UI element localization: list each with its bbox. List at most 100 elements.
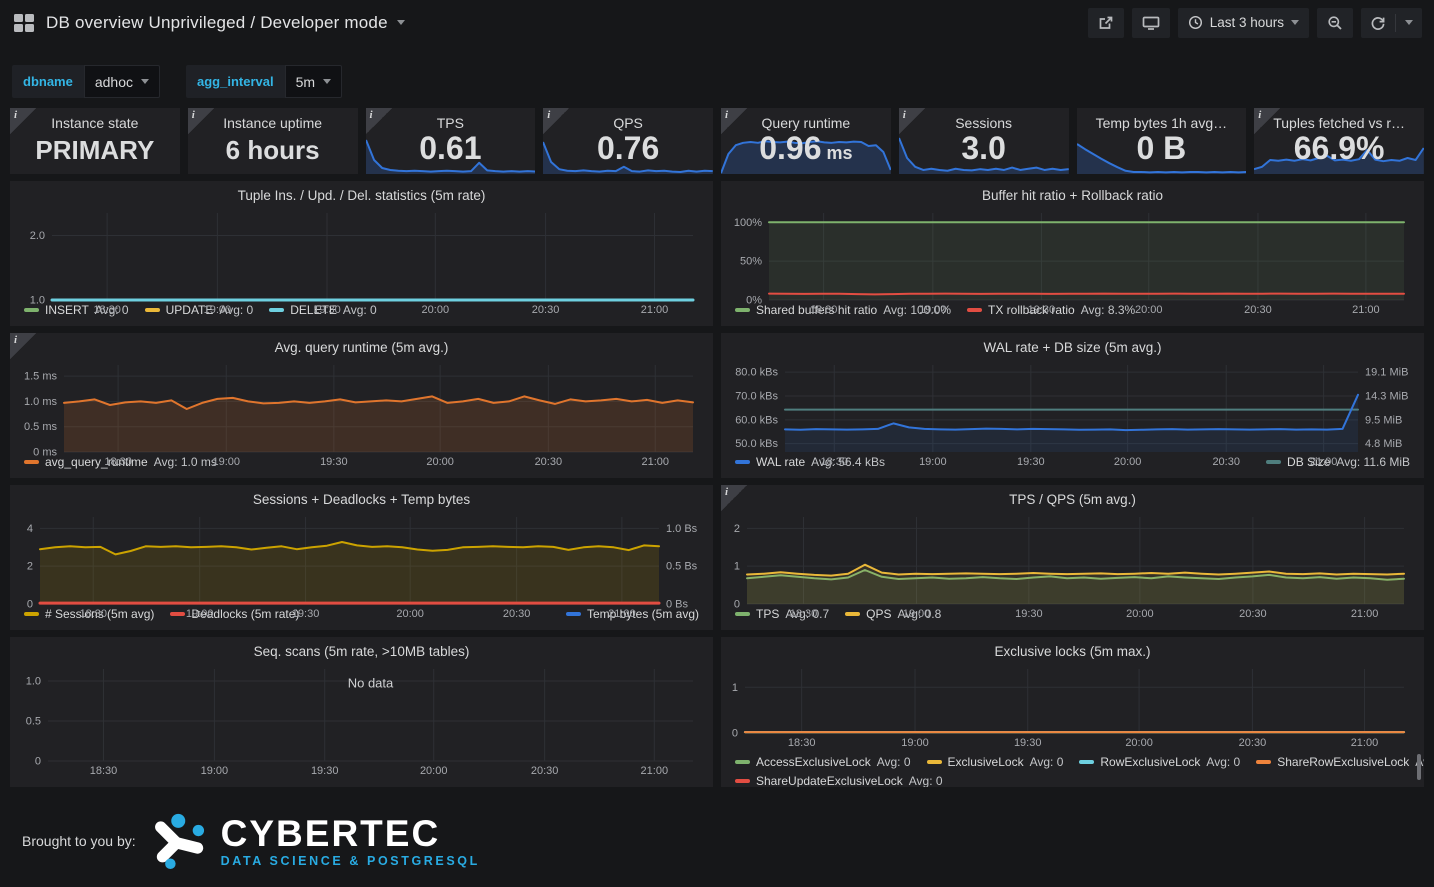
info-icon[interactable]: i: [187, 108, 214, 134]
legend-scrollbar[interactable]: [1417, 754, 1421, 780]
panel-title[interactable]: Tuple Ins. / Upd. / Del. statistics (5m …: [237, 188, 486, 203]
tv-mode-button[interactable]: [1131, 7, 1170, 38]
panel-sessions-deadlocks-temp: Sessions + Deadlocks + Temp bytes 18:30 1…: [10, 485, 713, 630]
legend-swatch: [926, 759, 942, 764]
info-icon[interactable]: i: [721, 485, 747, 511]
chevron-down-icon: [141, 79, 149, 84]
legend-swatch: [735, 611, 750, 616]
info-icon[interactable]: i: [10, 108, 36, 134]
variable-agg-interval-value[interactable]: 5m: [284, 65, 343, 98]
info-icon[interactable]: i: [365, 108, 392, 134]
stat-value: 66.9%: [1293, 130, 1385, 166]
svg-text:4.8 MiB: 4.8 MiB: [1365, 438, 1402, 450]
dashboard-title[interactable]: DB overview Unprivileged / Developer mod…: [46, 13, 405, 33]
chart-plot: 18:30 19:00 19:30 20:00 20:30 21:00 1 0: [727, 661, 1418, 750]
legend-avg: Avg: 0: [876, 754, 911, 769]
legend-item[interactable]: Shared buffers hit ratio Avg: 100.0%: [735, 303, 951, 317]
panel-query-runtime: i Query runtime 0.96 ms: [721, 108, 891, 174]
legend-avg: Avg: 100.0%: [883, 302, 952, 317]
panel-title[interactable]: Query runtime: [761, 115, 851, 131]
refresh-button[interactable]: [1361, 8, 1395, 38]
time-range-picker[interactable]: Last 3 hours: [1177, 7, 1309, 38]
info-icon[interactable]: i: [1254, 108, 1281, 134]
legend-item[interactable]: ShareUpdateExclusiveLock Avg: 0: [735, 774, 943, 787]
legend-item[interactable]: ShareRowExclusiveLockAvg: 0: [1256, 755, 1424, 769]
legend-avg: Avg: 56.4 kBs: [811, 454, 885, 469]
svg-text:20:30: 20:30: [503, 608, 531, 620]
legend-swatch: [24, 611, 39, 616]
zoom-out-button[interactable]: [1317, 7, 1353, 38]
info-icon[interactable]: i: [898, 108, 925, 134]
svg-text:20:30: 20:30: [532, 304, 560, 316]
dashboard-grid-icon[interactable]: [14, 13, 34, 32]
svg-text:19:30: 19:30: [1015, 608, 1043, 620]
legend-item[interactable]: WAL rate Avg: 56.4 kBs: [735, 455, 885, 469]
legend-item[interactable]: # Sessions (5m avg): [24, 607, 154, 621]
panel-title[interactable]: TPS: [436, 115, 464, 131]
svg-text:19:30: 19:30: [1014, 737, 1042, 749]
legend: AccessExclusiveLock Avg: 0 ExclusiveLock Av…: [721, 750, 1424, 787]
stat-value: 0.76: [596, 130, 660, 166]
svg-text:1: 1: [734, 561, 740, 573]
panel-title[interactable]: Sessions + Deadlocks + Temp bytes: [252, 492, 471, 507]
panel-title[interactable]: TPS / QPS (5m avg.): [1009, 492, 1136, 507]
navbar: DB overview Unprivileged / Developer mod…: [0, 0, 1434, 45]
info-icon[interactable]: i: [10, 333, 36, 359]
legend-item[interactable]: INSERT Avg: 0: [24, 303, 129, 317]
chart-plot: 18:30 19:00 19:30 20:00 20:30 21:00 2.0 1.0: [16, 205, 707, 316]
svg-text:0 Bs: 0 Bs: [666, 599, 689, 611]
legend-item[interactable]: UPDATE Avg: 0: [144, 303, 253, 317]
panel-title[interactable]: WAL rate + DB size (5m avg.): [983, 340, 1162, 355]
legend-item[interactable]: DELETE Avg: 0: [269, 303, 377, 317]
chevron-down-icon: [396, 20, 405, 25]
legend-label: WAL rate: [756, 454, 806, 469]
legend-item[interactable]: QPS Avg: 0.8: [845, 607, 941, 621]
legend-item[interactable]: ExclusiveLock Avg: 0: [926, 755, 1063, 769]
chevron-down-icon: [323, 79, 332, 84]
legend: avg_query_runtime Avg: 1.0 ms: [10, 450, 713, 478]
panel-title[interactable]: Instance uptime: [223, 115, 323, 131]
legend-swatch: [1266, 459, 1282, 464]
legend-item[interactable]: Deadlocks (5m rate): [170, 607, 299, 621]
panel-title[interactable]: Temp bytes 1h avg…: [1095, 115, 1228, 131]
legend-item[interactable]: avg_query_runtime Avg: 1.0 ms: [24, 455, 217, 469]
svg-text:18:30: 18:30: [93, 304, 121, 316]
panel-title[interactable]: Buffer hit ratio + Rollback ratio: [982, 188, 1163, 203]
legend-avg: Avg: 0: [1206, 754, 1241, 769]
stat-row: i Instance state PRIMARY i Instance upti…: [10, 108, 1424, 174]
svg-text:19.1 MiB: 19.1 MiB: [1365, 367, 1408, 379]
legend-item[interactable]: TX rollback ratio Avg: 8.3%: [967, 303, 1135, 317]
legend-item[interactable]: TPS Avg: 0.7: [735, 607, 829, 621]
brand-tagline: DATA SCIENCE & POSTGRESQL: [220, 853, 480, 868]
panel-title[interactable]: QPS: [613, 115, 643, 131]
share-button[interactable]: [1087, 7, 1124, 38]
svg-text:60.0 kBs: 60.0 kBs: [735, 414, 778, 426]
panel-title[interactable]: Instance state: [51, 115, 139, 131]
legend-item[interactable]: Temp bytes (5m avg): [565, 607, 699, 621]
svg-text:21:00: 21:00: [641, 765, 669, 777]
legend-swatch: [24, 459, 39, 464]
chart-plot: 18:30 19:00 19:30 20:00 20:30 21:00 1.0 0.5 0 No …: [16, 661, 707, 778]
svg-text:20:00: 20:00: [426, 456, 454, 468]
legend-item[interactable]: AccessExclusiveLock Avg: 0: [735, 755, 911, 769]
panel-temp-bytes: Temp bytes 1h avg… 0 B: [1076, 108, 1247, 174]
svg-text:19:00: 19:00: [186, 608, 214, 620]
stat-value: 0 B: [1136, 130, 1187, 166]
panel-title[interactable]: Exclusive locks (5m max.): [994, 644, 1151, 659]
svg-text:18:30: 18:30: [790, 608, 818, 620]
panel-title[interactable]: Seq. scans (5m rate, >10MB tables): [253, 644, 470, 659]
legend-swatch: [144, 307, 160, 312]
refresh-interval-dropdown[interactable]: [1396, 8, 1422, 38]
info-icon[interactable]: i: [721, 108, 747, 134]
panel-title[interactable]: Tuples fetched vs r…: [1273, 115, 1405, 131]
svg-text:21:00: 21:00: [608, 608, 636, 620]
panel-title[interactable]: Avg. query runtime (5m avg.): [274, 340, 449, 355]
info-icon[interactable]: i: [543, 108, 570, 134]
variable-dbname-value[interactable]: adhoc: [83, 65, 160, 98]
legend-item[interactable]: DB Size Avg: 11.6 MiB: [1266, 455, 1410, 469]
svg-text:19:30: 19:30: [313, 304, 341, 316]
legend-item[interactable]: RowExclusiveLock Avg: 0: [1079, 755, 1240, 769]
svg-text:20:30: 20:30: [1239, 737, 1267, 749]
legend-avg: Avg: 11.6 MiB: [1336, 454, 1410, 469]
panel-title[interactable]: Sessions: [955, 115, 1013, 131]
